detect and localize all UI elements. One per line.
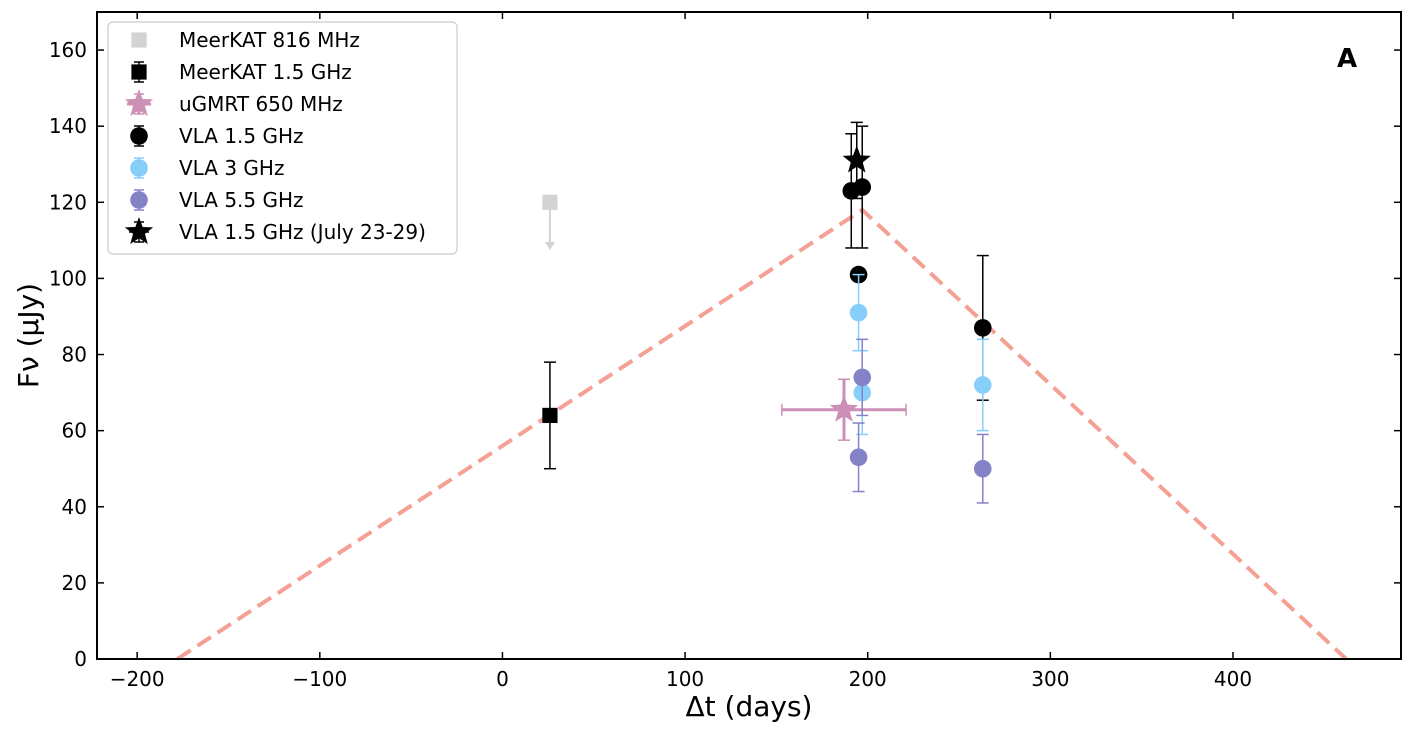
y-tick-label-5: 100 bbox=[49, 266, 87, 290]
legend-entry-6-label: VLA 1.5 GHz (July 23-29) bbox=[179, 220, 426, 244]
y-tick-label-1: 20 bbox=[62, 571, 87, 595]
y-axis-title: Fν (μJy) bbox=[12, 283, 45, 388]
legend-box bbox=[107, 21, 458, 255]
legend-entry-0-marker bbox=[131, 32, 147, 48]
legend-entry-0-label: MeerKAT 816 MHz bbox=[179, 28, 360, 52]
legend-entry-1-label: MeerKAT 1.5 GHz bbox=[179, 60, 352, 84]
panel-label: A bbox=[1337, 44, 1357, 74]
legend-entry-2-label: uGMRT 650 MHz bbox=[179, 92, 343, 116]
legend-entry-2: uGMRT 650 MHz bbox=[124, 89, 343, 117]
x-tick-label-1: −100 bbox=[292, 667, 347, 691]
series-5 bbox=[849, 338, 992, 504]
series-0-point-0-marker bbox=[542, 194, 558, 210]
y-tick-label-2: 40 bbox=[62, 495, 87, 519]
x-axis-title: Δt (days) bbox=[686, 690, 813, 723]
legend-entry-4-marker bbox=[130, 159, 148, 177]
y-tick-label-4: 80 bbox=[62, 343, 87, 367]
series-layer bbox=[542, 121, 992, 504]
y-tick-label-7: 140 bbox=[49, 114, 87, 138]
axis-ticks bbox=[97, 12, 1401, 660]
model-line-layer bbox=[176, 207, 1348, 661]
x-tick-label-6: 400 bbox=[1214, 667, 1252, 691]
legend-entry-3: VLA 1.5 GHz bbox=[130, 124, 304, 148]
series-1-point-0-marker bbox=[542, 407, 558, 424]
x-tick-label-4: 200 bbox=[849, 667, 887, 691]
series-2-point-0-marker bbox=[829, 394, 859, 422]
legend-entry-0: MeerKAT 816 MHz bbox=[131, 28, 360, 52]
legend-entry-5-marker bbox=[130, 191, 148, 209]
series-1 bbox=[542, 361, 558, 470]
legend-entry-5: VLA 5.5 GHz bbox=[130, 188, 304, 212]
legend-entry-3-label: VLA 1.5 GHz bbox=[179, 124, 304, 148]
x-tick-label-0: −200 bbox=[110, 667, 165, 691]
series-4-point-0-marker bbox=[849, 303, 868, 322]
x-tick-label-5: 300 bbox=[1031, 667, 1069, 691]
series-4-point-2-marker bbox=[973, 376, 992, 394]
legend: MeerKAT 816 MHz MeerKAT 1.5 GHz uGMRT 650 … bbox=[107, 21, 458, 255]
y-tick-label-6: 120 bbox=[49, 190, 87, 214]
legend-entry-1: MeerKAT 1.5 GHz bbox=[131, 60, 352, 84]
plot-frame bbox=[96, 11, 1402, 660]
series-0 bbox=[542, 194, 558, 250]
series-3-point-3-marker bbox=[973, 319, 992, 337]
axis-tick-labels: −200 −100 0 100 200 300 400 0 20 40 60 80 100 120 140 1… bbox=[49, 38, 1252, 691]
legend-entry-2-marker bbox=[124, 89, 154, 117]
legend-entry-6-marker bbox=[124, 217, 154, 245]
legend-entry-4-label: VLA 3 GHz bbox=[179, 156, 284, 180]
series-6-point-0-marker bbox=[842, 145, 871, 173]
legend-entry-5-label: VLA 5.5 GHz bbox=[179, 188, 304, 212]
y-tick-label-8: 160 bbox=[49, 38, 87, 62]
series-0-point-0-limit-arrow-head bbox=[544, 241, 555, 250]
series-5-point-1-marker bbox=[849, 448, 868, 467]
y-tick-label-0: 0 bbox=[74, 647, 87, 671]
series-5-point-0-marker bbox=[853, 368, 872, 387]
x-tick-label-3: 100 bbox=[666, 667, 704, 691]
legend-entry-6: VLA 1.5 GHz (July 23-29) bbox=[124, 217, 426, 245]
legend-entry-1-marker bbox=[131, 64, 147, 80]
legend-entry-4: VLA 3 GHz bbox=[130, 156, 284, 180]
legend-entry-3-marker bbox=[130, 127, 148, 145]
series-3-point-1-marker bbox=[853, 178, 872, 196]
model-line bbox=[176, 207, 1348, 661]
series-6 bbox=[842, 121, 871, 200]
x-tick-label-2: 0 bbox=[496, 667, 509, 691]
y-tick-label-3: 60 bbox=[62, 419, 87, 443]
series-2 bbox=[781, 378, 907, 441]
series-5-point-2-marker bbox=[973, 459, 992, 478]
